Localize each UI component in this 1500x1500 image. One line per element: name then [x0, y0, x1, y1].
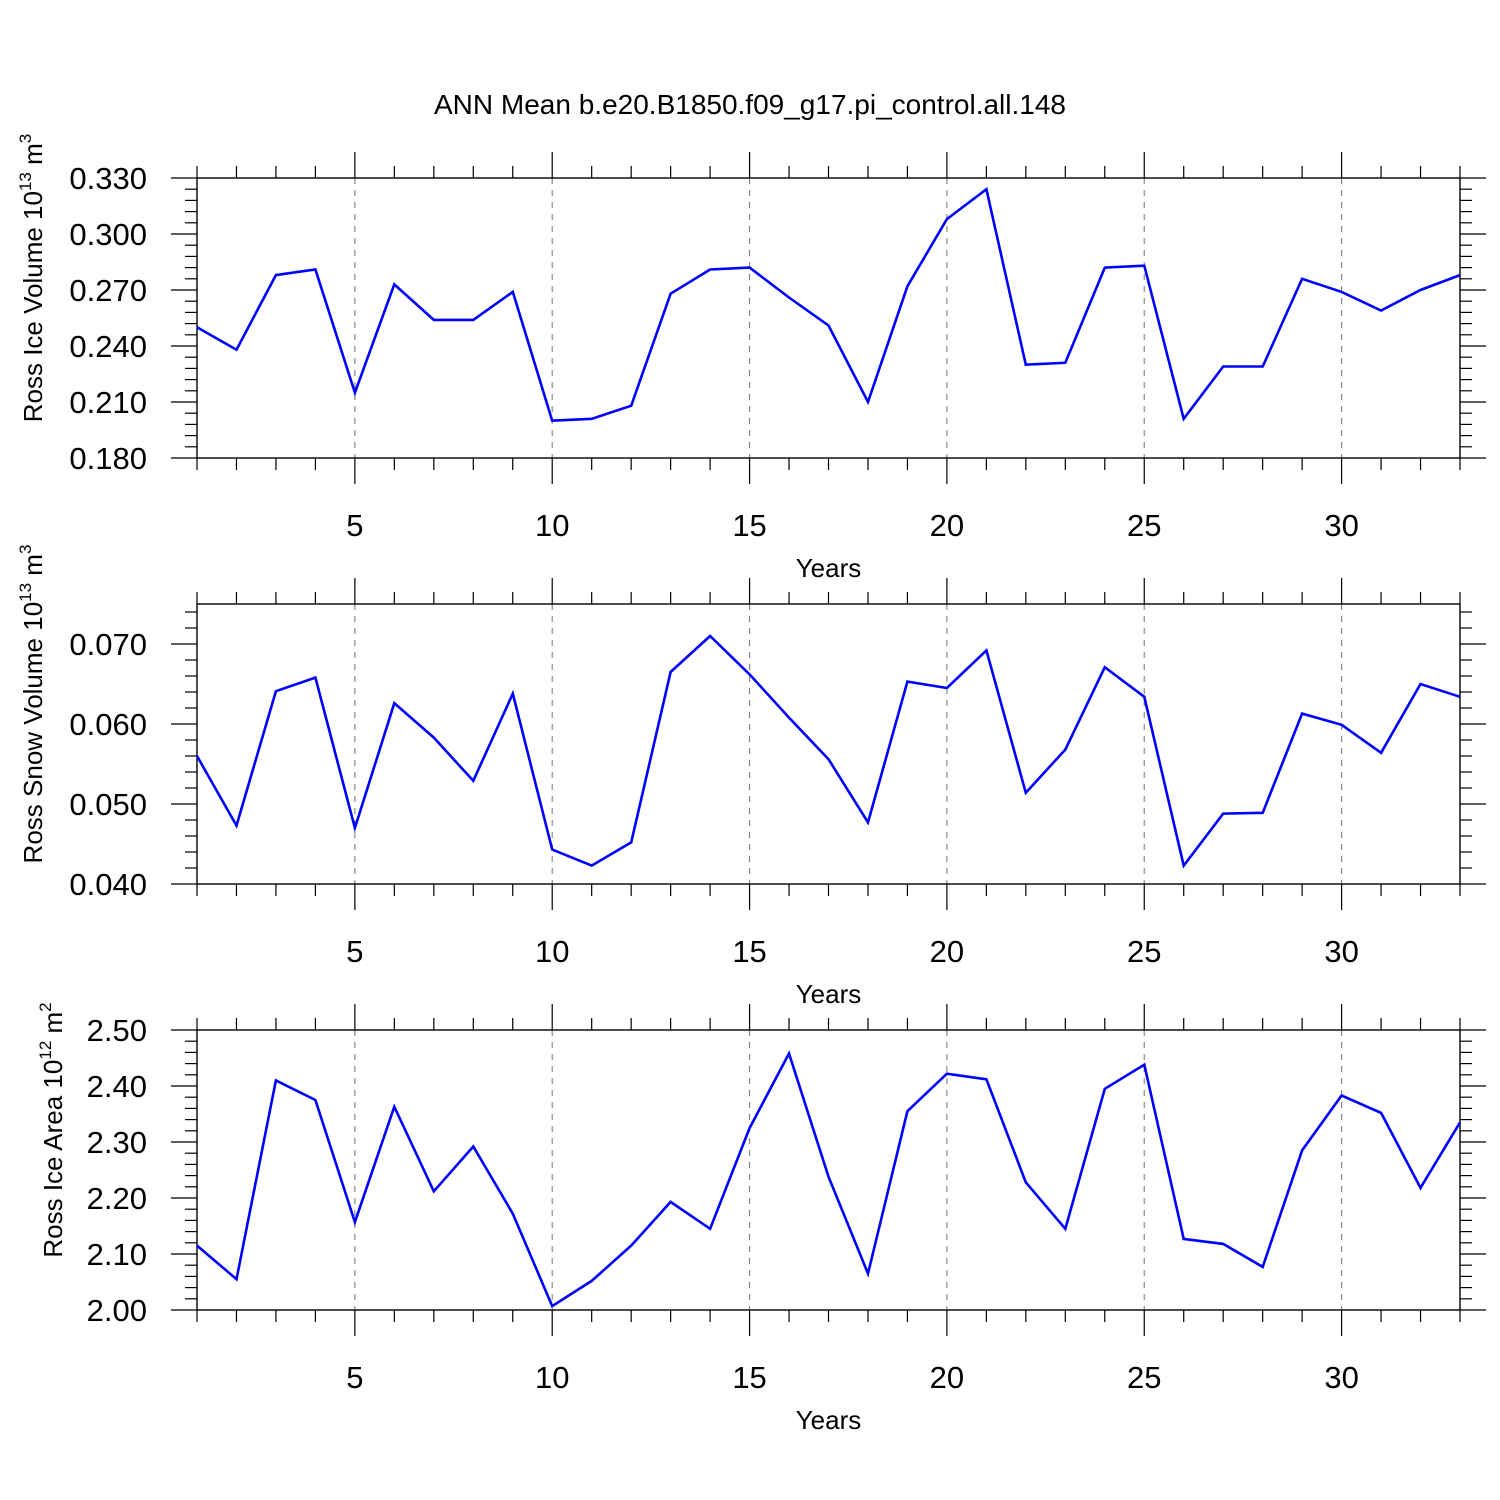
x-tick-label: 20 [930, 1360, 964, 1395]
panel-3: 2.00 2.10 2.20 2.30 2.40 2.50 5 10 15 20 25 30 Years… [36, 1002, 1486, 1435]
x-tick-label: 5 [346, 934, 363, 969]
y-axis-title-superscript: 3 [16, 134, 35, 143]
y-tick-label: 2.00 [87, 1293, 147, 1328]
y-tick-label: 0.060 [69, 707, 147, 742]
plot-frame [196, 177, 1461, 459]
y-tick-label: 0.040 [69, 867, 147, 902]
x-tick-label: 5 [346, 508, 363, 543]
y-axis-title-part: m [38, 1012, 68, 1041]
series-line-ross-ice-area [196, 1050, 1462, 1309]
x-axis-title: Years [796, 979, 862, 1009]
x-tick-label: 5 [346, 1360, 363, 1395]
y-axis-title-part: Ross Snow Volume 10 [18, 602, 48, 864]
y-axis-title: Ross Snow Volume 1013 m3 [16, 545, 48, 864]
y-axis-title-superscript: 2 [36, 1002, 55, 1011]
x-tick-label: 25 [1127, 508, 1161, 543]
x-tick-label: 20 [930, 508, 964, 543]
y-tick-label: 0.050 [69, 787, 147, 822]
y-tick-label: 0.240 [69, 329, 147, 364]
y-axis-title: Ross Ice Area 1012 m2 [36, 1002, 68, 1257]
y-axis-title-part: Ross Ice Volume 10 [18, 191, 48, 422]
y-tick-label: 2.50 [87, 1013, 147, 1048]
panel-1: 0.180 0.210 0.240 0.270 0.300 0.330 5 10 15 20 25 3… [16, 134, 1486, 583]
y-tick-label: 0.270 [69, 273, 147, 308]
y-axis-title-part: m [18, 554, 48, 583]
panel-2: 0.040 0.050 0.060 0.070 5 10 15 20 25 30 Years Ross… [16, 545, 1486, 1009]
x-axis-title: Years [796, 1405, 862, 1435]
y-tick-label: 2.10 [87, 1237, 147, 1272]
plot-frame [196, 1029, 1461, 1311]
y-axis-title-superscript: 13 [16, 172, 35, 191]
y-tick-label: 0.330 [69, 161, 147, 196]
x-tick-label: 15 [732, 934, 766, 969]
series-line-ross-snow-volume [195, 634, 1461, 869]
y-axis-title-superscript: 3 [16, 545, 35, 554]
figure-title: ANN Mean b.e20.B1850.f09_g17.pi_control.… [434, 89, 1066, 120]
y-axis-title: Ross Ice Volume 1013 m3 [16, 134, 48, 423]
y-axis-title-superscript: 13 [16, 583, 35, 602]
y-tick-label: 0.300 [69, 217, 147, 252]
y-tick-label: 2.30 [87, 1125, 147, 1160]
x-tick-label: 30 [1324, 1360, 1358, 1395]
x-tick-label: 10 [535, 934, 569, 969]
y-tick-label: 0.180 [69, 441, 147, 476]
y-axis-title-part: m [18, 143, 48, 172]
y-axis-title-superscript: 12 [36, 1041, 55, 1060]
y-tick-label: 2.20 [87, 1181, 147, 1216]
x-tick-label: 20 [930, 934, 964, 969]
x-tick-label: 25 [1127, 934, 1161, 969]
x-tick-label: 10 [535, 508, 569, 543]
y-tick-label: 0.070 [69, 627, 147, 662]
x-axis-title: Years [796, 553, 862, 583]
x-tick-label: 30 [1324, 934, 1358, 969]
x-tick-label: 30 [1324, 508, 1358, 543]
series-line-ross-ice-volume [196, 186, 1461, 423]
x-tick-label: 15 [732, 508, 766, 543]
x-tick-label: 10 [535, 1360, 569, 1395]
x-tick-label: 15 [732, 1360, 766, 1395]
y-axis-title-part: Ross Ice Area 10 [38, 1060, 68, 1258]
plot-frame [196, 603, 1461, 885]
y-tick-label: 0.210 [69, 385, 147, 420]
y-tick-label: 2.40 [87, 1069, 147, 1104]
x-tick-label: 25 [1127, 1360, 1161, 1395]
